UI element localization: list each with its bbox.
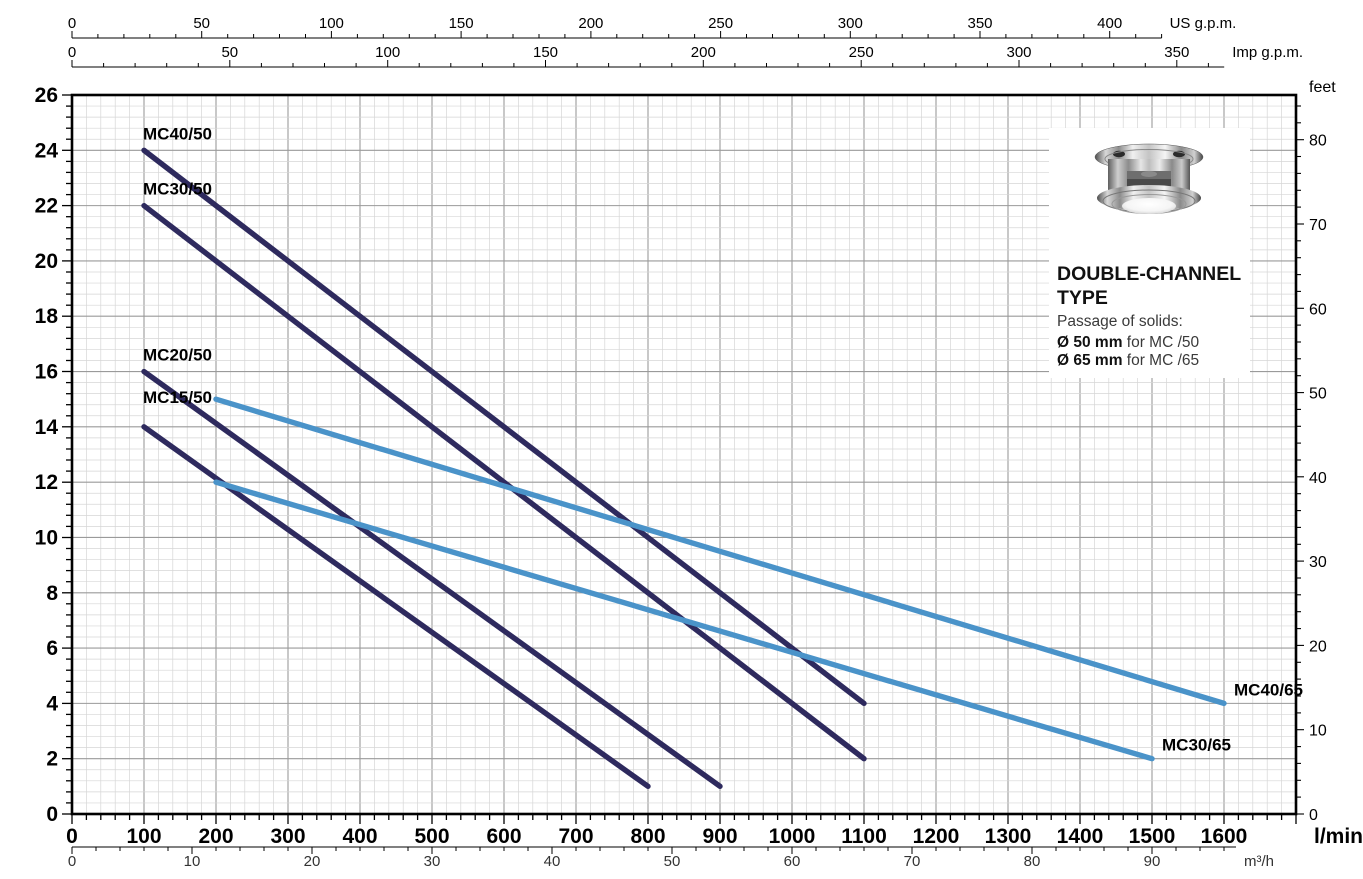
svg-text:900: 900 [702, 825, 737, 848]
svg-text:150: 150 [449, 15, 474, 32]
svg-text:50: 50 [193, 15, 210, 32]
svg-text:4: 4 [46, 692, 58, 715]
svg-text:0: 0 [46, 803, 58, 826]
svg-text:60: 60 [784, 853, 801, 870]
svg-text:m³/h: m³/h [1244, 853, 1274, 870]
svg-text:10: 10 [1309, 723, 1327, 740]
svg-text:MC15/50: MC15/50 [143, 388, 212, 407]
svg-text:0: 0 [66, 825, 78, 848]
svg-text:26: 26 [35, 84, 58, 107]
svg-text:80: 80 [1309, 133, 1327, 150]
svg-text:1100: 1100 [841, 825, 887, 848]
svg-text:100: 100 [126, 825, 161, 848]
svg-text:100: 100 [375, 44, 400, 61]
svg-text:1600: 1600 [1201, 825, 1248, 848]
svg-text:70: 70 [1309, 217, 1327, 234]
svg-text:MC20/50: MC20/50 [143, 346, 212, 365]
svg-text:US g.p.m.: US g.p.m. [1170, 15, 1237, 32]
svg-text:400: 400 [1097, 15, 1122, 32]
svg-text:8: 8 [46, 582, 58, 605]
svg-text:10: 10 [184, 853, 201, 870]
svg-text:600: 600 [486, 825, 521, 848]
svg-text:20: 20 [1309, 638, 1327, 655]
svg-text:0: 0 [68, 15, 76, 32]
svg-text:10: 10 [35, 527, 58, 550]
svg-text:40: 40 [544, 853, 561, 870]
svg-text:2: 2 [46, 748, 58, 771]
svg-text:70: 70 [904, 853, 921, 870]
svg-text:Passage of solids:: Passage of solids: [1057, 313, 1183, 330]
svg-text:20: 20 [304, 853, 321, 870]
svg-text:12: 12 [35, 471, 58, 494]
svg-text:22: 22 [35, 195, 58, 218]
svg-text:6: 6 [46, 637, 58, 660]
svg-text:feet: feet [1309, 79, 1336, 96]
svg-text:200: 200 [578, 15, 603, 32]
svg-text:MC30/65: MC30/65 [1162, 736, 1231, 755]
svg-text:200: 200 [198, 825, 233, 848]
svg-text:DOUBLE-CHANNEL: DOUBLE-CHANNEL [1057, 263, 1241, 285]
svg-text:800: 800 [630, 825, 665, 848]
svg-text:l/min: l/min [1314, 825, 1363, 848]
svg-text:MC30/50: MC30/50 [143, 180, 212, 199]
svg-text:50: 50 [1309, 386, 1327, 403]
svg-text:150: 150 [533, 44, 558, 61]
svg-text:50: 50 [664, 853, 681, 870]
svg-text:500: 500 [414, 825, 449, 848]
svg-text:1000: 1000 [769, 825, 816, 848]
svg-text:200: 200 [691, 44, 716, 61]
svg-text:16: 16 [35, 361, 58, 384]
svg-text:250: 250 [849, 44, 874, 61]
svg-text:MC40/50: MC40/50 [143, 124, 212, 143]
svg-text:80: 80 [1024, 853, 1041, 870]
svg-text:1400: 1400 [1057, 825, 1104, 848]
svg-text:100: 100 [319, 15, 344, 32]
svg-text:350: 350 [1164, 44, 1189, 61]
svg-text:24: 24 [35, 139, 59, 162]
svg-text:1200: 1200 [913, 825, 960, 848]
svg-text:300: 300 [1006, 44, 1031, 61]
svg-text:14: 14 [35, 416, 59, 439]
svg-text:TYPE: TYPE [1057, 287, 1108, 309]
svg-text:0: 0 [68, 853, 76, 870]
svg-text:300: 300 [838, 15, 863, 32]
svg-text:Ø 65 mm for MC /65: Ø 65 mm for MC /65 [1057, 352, 1199, 369]
svg-text:1500: 1500 [1129, 825, 1176, 848]
svg-text:250: 250 [708, 15, 733, 32]
svg-text:300: 300 [270, 825, 305, 848]
svg-text:Ø 50 mm for MC /50: Ø 50 mm for MC /50 [1057, 334, 1200, 351]
svg-text:350: 350 [967, 15, 992, 32]
svg-text:400: 400 [342, 825, 377, 848]
svg-text:40: 40 [1309, 470, 1327, 487]
svg-text:30: 30 [1309, 554, 1327, 571]
svg-text:Imp g.p.m.: Imp g.p.m. [1232, 44, 1303, 61]
svg-text:0: 0 [1309, 807, 1318, 824]
svg-text:30: 30 [424, 853, 441, 870]
svg-text:700: 700 [558, 825, 593, 848]
svg-text:MC40/65: MC40/65 [1234, 680, 1303, 699]
svg-text:90: 90 [1144, 853, 1161, 870]
svg-text:50: 50 [221, 44, 238, 61]
svg-text:60: 60 [1309, 301, 1327, 318]
svg-text:20: 20 [35, 250, 58, 273]
svg-text:1300: 1300 [985, 825, 1032, 848]
svg-text:18: 18 [35, 305, 59, 328]
svg-text:0: 0 [68, 44, 76, 61]
